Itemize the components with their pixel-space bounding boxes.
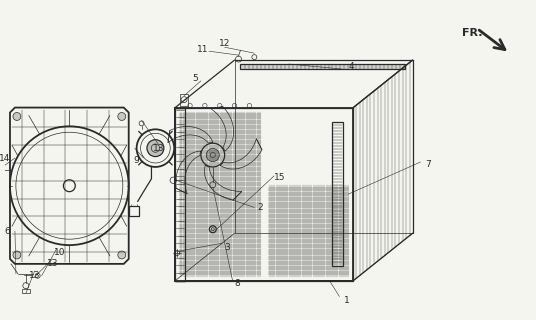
Circle shape (13, 251, 21, 259)
Circle shape (210, 182, 216, 188)
Circle shape (201, 143, 225, 167)
Polygon shape (175, 108, 353, 281)
Circle shape (137, 129, 174, 167)
Circle shape (206, 148, 219, 162)
Circle shape (118, 251, 126, 259)
Text: 15: 15 (274, 173, 286, 182)
Text: 13: 13 (153, 144, 164, 153)
Polygon shape (180, 94, 188, 106)
Polygon shape (240, 64, 405, 69)
Text: 2: 2 (257, 203, 263, 212)
Circle shape (118, 113, 126, 120)
Circle shape (147, 140, 164, 156)
Text: 9: 9 (134, 156, 139, 164)
Text: 8: 8 (235, 279, 241, 288)
Text: 13: 13 (47, 260, 58, 268)
Text: 11: 11 (197, 45, 209, 54)
Text: 14: 14 (0, 154, 11, 163)
Polygon shape (129, 206, 139, 216)
Text: 13: 13 (29, 271, 41, 280)
Text: 1: 1 (344, 296, 349, 305)
Polygon shape (331, 123, 344, 266)
Text: 4: 4 (348, 61, 354, 70)
Text: 10: 10 (54, 249, 65, 258)
Polygon shape (10, 108, 129, 264)
Text: 3: 3 (225, 243, 230, 252)
Text: 7: 7 (426, 160, 431, 170)
Polygon shape (175, 108, 185, 281)
Text: 12: 12 (219, 39, 230, 48)
Circle shape (13, 113, 21, 120)
Text: FR.: FR. (461, 28, 482, 38)
Text: 6: 6 (4, 227, 10, 236)
Circle shape (63, 180, 75, 192)
Text: 5: 5 (192, 74, 198, 84)
